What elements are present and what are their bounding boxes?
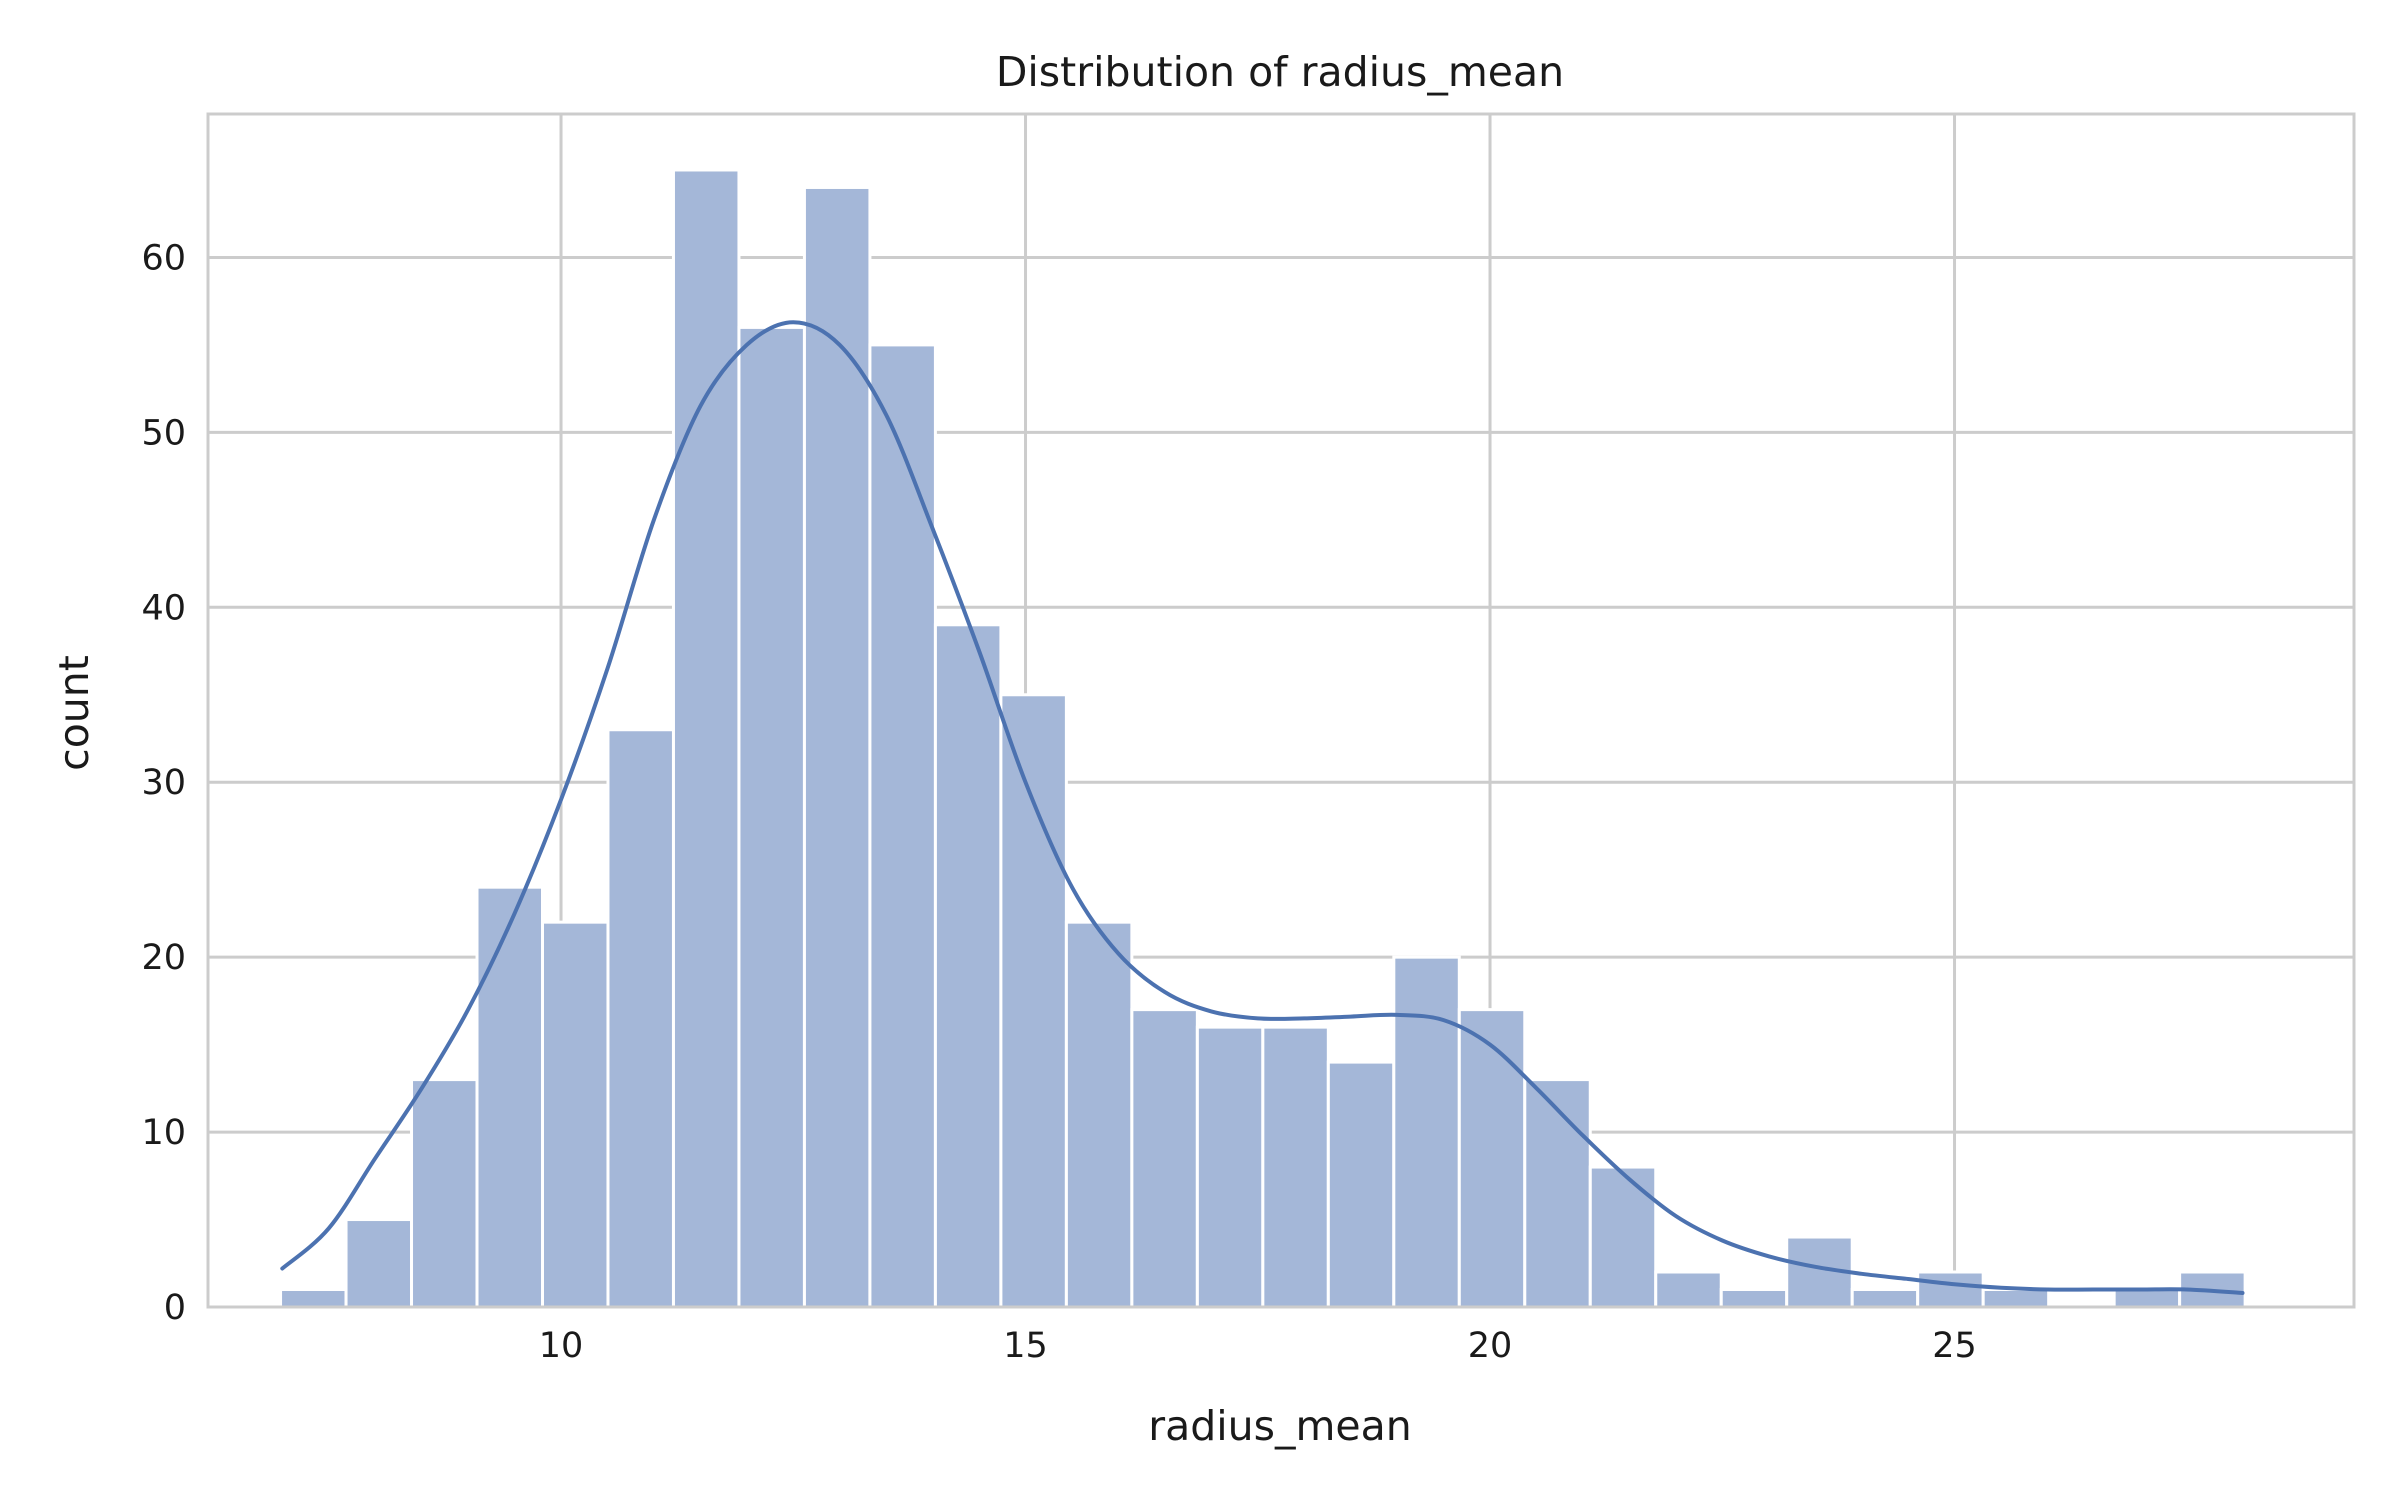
histogram-bar [540, 920, 610, 1309]
y-tick-label: 30 [141, 763, 186, 803]
histogram-bar [1981, 1288, 2051, 1309]
histogram-bar [344, 1218, 414, 1309]
y-tick-label: 20 [141, 938, 186, 978]
histogram-bar [1654, 1270, 1723, 1309]
histogram-bar [1261, 1025, 1330, 1309]
histogram-bar [279, 1288, 348, 1309]
histogram-bar [1064, 920, 1134, 1309]
histogram-bar [671, 168, 741, 1309]
plot-frame [206, 112, 2356, 1309]
y-tick-label: 60 [141, 238, 186, 278]
histogram-bar [868, 343, 937, 1309]
histogram-bar [1130, 1008, 1199, 1309]
y-tick-labels: 0 10 20 30 40 50 60 [141, 238, 186, 1328]
histogram-bar [1916, 1270, 1985, 1309]
histogram-bar [1457, 1008, 1527, 1309]
kde-curve-group [280, 320, 2245, 1295]
histogram-bar [2112, 1288, 2182, 1309]
histogram-bar [1392, 955, 1461, 1309]
y-tick-label: 0 [164, 1288, 186, 1328]
histogram-bar [1850, 1288, 1920, 1309]
y-tick-label: 40 [141, 588, 186, 628]
histogram-bar [1326, 1060, 1396, 1309]
x-tick-label: 15 [1003, 1326, 1048, 1366]
histogram-bar [1588, 1165, 1658, 1309]
y-tick-label: 50 [141, 413, 186, 453]
y-axis-label: count [50, 655, 98, 771]
histogram-bar [1523, 1078, 1592, 1309]
axes-frame [206, 112, 2356, 1309]
histogram-bar [737, 325, 806, 1309]
histogram-bar [1719, 1288, 1789, 1309]
x-tick-labels: 10 15 20 25 [539, 1326, 1977, 1366]
y-tick-label: 10 [141, 1113, 186, 1153]
histogram-bar [410, 1078, 479, 1309]
x-axis-label: radius_mean [1148, 1402, 1412, 1450]
histogram-bar [475, 885, 544, 1309]
histogram-bar [606, 728, 675, 1309]
x-tick-label: 25 [1932, 1326, 1977, 1366]
histogram-bar [933, 623, 1003, 1309]
histogram-bar [1195, 1025, 1265, 1309]
x-tick-label: 10 [539, 1326, 584, 1366]
chart-title: Distribution of radius_mean [996, 48, 1564, 96]
histogram-bar [802, 185, 872, 1309]
histogram-bar [999, 693, 1068, 1309]
kde-line [280, 320, 2245, 1295]
x-tick-label: 20 [1468, 1326, 1513, 1366]
